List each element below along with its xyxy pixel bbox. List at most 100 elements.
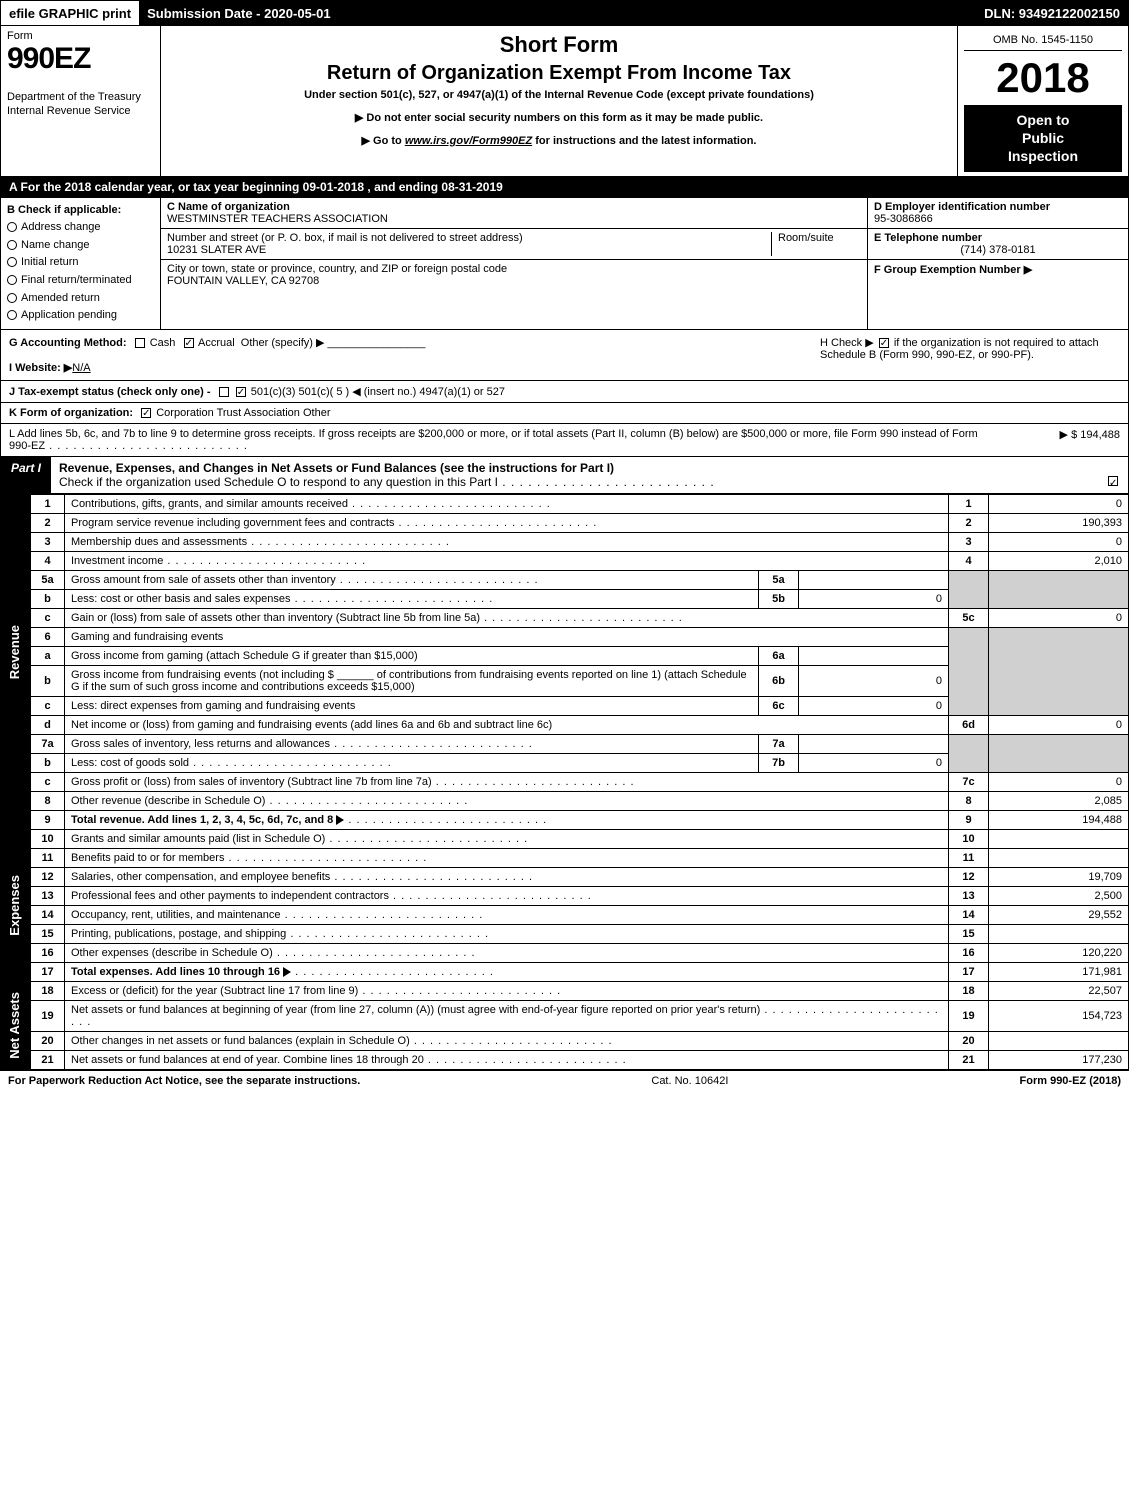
org-address: 10231 SLATER AVE [167, 244, 266, 256]
org-name: WESTMINSTER TEACHERS ASSOCIATION [167, 213, 388, 225]
arrow-icon [283, 967, 291, 977]
chk-501c3[interactable] [219, 387, 229, 397]
row-12-amt: 19,709 [989, 867, 1129, 886]
row-8: 8 Other revenue (describe in Schedule O)… [1, 791, 1129, 810]
row-16-amt: 120,220 [989, 943, 1129, 962]
line-k: K Form of organization: Corporation Trus… [0, 403, 1129, 424]
row-18-amt: 22,507 [989, 981, 1129, 1000]
part-1-title: Revenue, Expenses, and Changes in Net As… [51, 457, 1098, 493]
row-6d-amt: 0 [989, 715, 1129, 734]
part-1-checkbox[interactable] [1098, 457, 1128, 493]
chk-address[interactable]: Address change [7, 219, 154, 237]
line-l: L Add lines 5b, 6c, and 7b to line 9 to … [0, 424, 1129, 457]
chk-accrual[interactable] [184, 338, 194, 348]
efile-print[interactable]: efile GRAPHIC print [1, 1, 139, 25]
row-10-amt [989, 829, 1129, 848]
row-6-text: Gaming and fundraising events [71, 631, 223, 643]
form-header: Form 990EZ Department of the Treasury In… [0, 26, 1129, 177]
tax-year: 2018 [964, 51, 1122, 105]
period-pre: A For the 2018 calendar year, or tax yea… [9, 180, 303, 194]
row-21: 21 Net assets or fund balances at end of… [1, 1050, 1129, 1069]
row-5a-text: Gross amount from sale of assets other t… [71, 574, 336, 586]
goto-line: ▶ Go to www.irs.gov/Form990EZ for instru… [167, 134, 951, 147]
top-bar: efile GRAPHIC print Submission Date - 20… [0, 0, 1129, 26]
page-footer: For Paperwork Reduction Act Notice, see … [0, 1070, 1129, 1091]
row-10: Expenses 10 Grants and similar amounts p… [1, 829, 1129, 848]
cat-no: Cat. No. 10642I [651, 1075, 728, 1087]
accrual-label: Accrual [198, 337, 235, 349]
row-1: Revenue 1 Contributions, gifts, grants, … [1, 494, 1129, 513]
dept-treasury: Department of the Treasury Internal Reve… [7, 90, 154, 119]
open-to-public: Open to Public Inspection [964, 105, 1122, 172]
row-2-amt: 190,393 [989, 513, 1129, 532]
row-13-text: Professional fees and other payments to … [71, 890, 389, 902]
row-6d: d Net income or (loss) from gaming and f… [1, 715, 1129, 734]
room-label: Room/suite [778, 232, 834, 244]
chk-corporation[interactable] [141, 408, 151, 418]
part-1-sub: Check if the organization used Schedule … [59, 475, 715, 489]
row-3-amt: 0 [989, 532, 1129, 551]
goto-post: for instructions and the latest informat… [532, 135, 756, 147]
row-14-text: Occupancy, rent, utilities, and maintena… [71, 909, 281, 921]
row-12: 12 Salaries, other compensation, and emp… [1, 867, 1129, 886]
row-13-amt: 2,500 [989, 886, 1129, 905]
netassets-label: Net Assets [7, 992, 22, 1059]
phone-label: E Telephone number [874, 232, 982, 244]
phone-value: (714) 378-0181 [874, 244, 1122, 256]
org-form-label: K Form of organization: [9, 407, 133, 419]
row-2-text: Program service revenue including govern… [71, 517, 394, 529]
row-6b-text1: Gross income from fundraising events (no… [71, 669, 337, 681]
row-3: 3 Membership dues and assessments 3 0 [1, 532, 1129, 551]
row-4: 4 Investment income 4 2,010 [1, 551, 1129, 570]
cash-label: Cash [150, 337, 176, 349]
box-b: B Check if applicable: Address change Na… [1, 198, 161, 329]
chk-name[interactable]: Name change [7, 237, 154, 255]
row-7a-text: Gross sales of inventory, less returns a… [71, 738, 330, 750]
line-g-h: G Accounting Method: Cash Accrual Other … [0, 330, 1129, 381]
row-14-amt: 29,552 [989, 905, 1129, 924]
row-6d-text: Net income or (loss) from gaming and fun… [71, 719, 552, 731]
arrow-icon [336, 815, 344, 825]
chk-final[interactable]: Final return/terminated [7, 272, 154, 290]
row-8-text: Other revenue (describe in Schedule O) [71, 795, 265, 807]
period-mid: , and ending [364, 180, 441, 194]
dept-line1: Department of the Treasury [7, 91, 141, 103]
row-19: 19 Net assets or fund balances at beginn… [1, 1000, 1129, 1031]
row-17: 17 Total expenses. Add lines 10 through … [1, 962, 1129, 981]
row-6c-text: Less: direct expenses from gaming and fu… [71, 700, 355, 712]
row-18: Net Assets 18 Excess or (deficit) for th… [1, 981, 1129, 1000]
chk-amended[interactable]: Amended return [7, 290, 154, 308]
chk-pending[interactable]: Application pending [7, 307, 154, 325]
row-20: 20 Other changes in net assets or fund b… [1, 1031, 1129, 1050]
row-15-amt [989, 924, 1129, 943]
row-16: 16 Other expenses (describe in Schedule … [1, 943, 1129, 962]
row-21-text: Net assets or fund balances at end of ye… [71, 1054, 424, 1066]
row-15-text: Printing, publications, postage, and shi… [71, 928, 286, 940]
row-20-text: Other changes in net assets or fund bala… [71, 1035, 410, 1047]
form-ref: Form 990-EZ (2018) [1020, 1075, 1121, 1087]
row-7c: c Gross profit or (loss) from sales of i… [1, 772, 1129, 791]
chk-cash[interactable] [135, 338, 145, 348]
ein-label: D Employer identification number [874, 201, 1050, 213]
open-line3: Inspection [1008, 148, 1078, 164]
chk-schedule-b[interactable] [879, 338, 889, 348]
row-21-amt: 177,230 [989, 1050, 1129, 1069]
chk-initial[interactable]: Initial return [7, 254, 154, 272]
line-i: I Website: ▶ [9, 362, 72, 374]
org-city: FOUNTAIN VALLEY, CA 92708 [167, 275, 319, 287]
row-17-text: Total expenses. Add lines 10 through 16 [71, 966, 280, 978]
irs-link[interactable]: www.irs.gov/Form990EZ [405, 135, 532, 147]
chk-501c5[interactable] [236, 387, 246, 397]
line-l-amount: ▶ $ 194,488 [1000, 428, 1120, 452]
period-begin: 09-01-2018 [303, 180, 364, 194]
goto-pre: ▶ Go to [362, 135, 405, 147]
website-value: N/A [72, 362, 90, 374]
revenue-label: Revenue [7, 625, 22, 679]
addr-label: Number and street (or P. O. box, if mail… [167, 232, 523, 244]
omb-number: OMB No. 1545-1150 [964, 30, 1122, 51]
tax-exempt-opts: 501(c)(3) 501(c)( 5 ) ◀ (insert no.) 494… [251, 386, 505, 398]
row-12-text: Salaries, other compensation, and employ… [71, 871, 330, 883]
period-end: 08-31-2019 [441, 180, 502, 194]
box-c: C Name of organization WESTMINSTER TEACH… [161, 198, 868, 329]
group-exemption-label: F Group Exemption Number ▶ [874, 264, 1032, 276]
